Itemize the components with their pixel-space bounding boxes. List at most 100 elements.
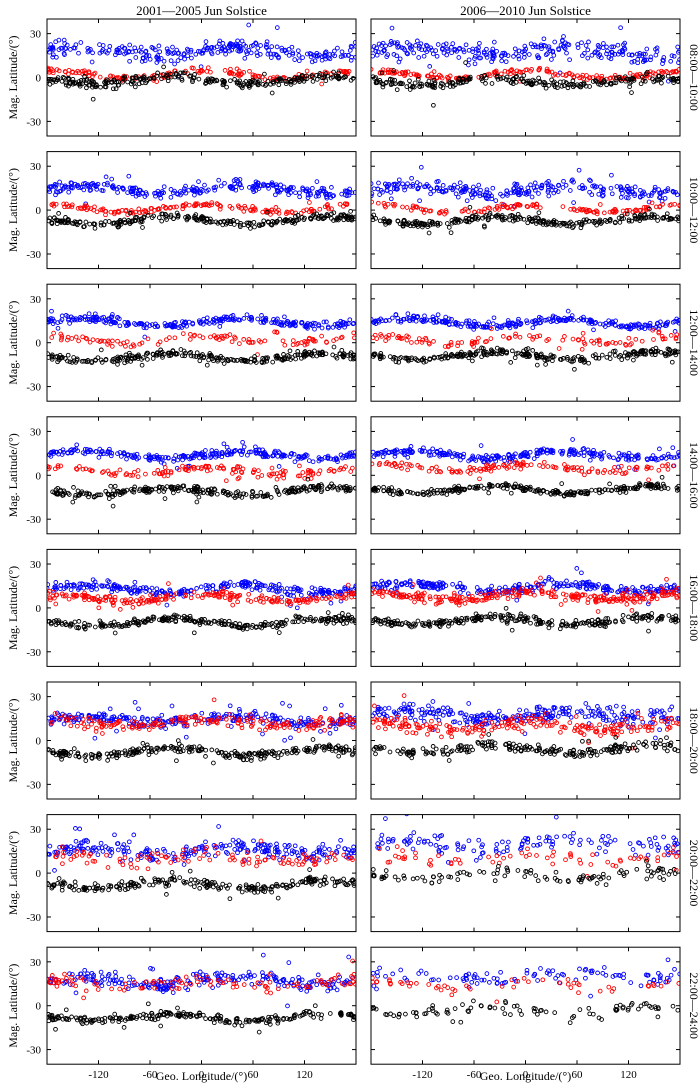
data-point: [567, 188, 573, 193]
data-point: [656, 330, 662, 336]
data-point: [494, 73, 500, 79]
data-point: [448, 340, 454, 345]
data-point: [235, 489, 241, 494]
data-point: [258, 183, 263, 189]
data-point: [279, 453, 285, 459]
data-point: [127, 352, 133, 358]
data-point: [636, 215, 642, 221]
data-point: [243, 43, 248, 49]
data-point: [606, 318, 612, 324]
data-point: [414, 205, 420, 210]
data-point: [143, 471, 148, 477]
data-point: [122, 219, 127, 225]
data-point: [556, 346, 562, 351]
data-point: [380, 84, 386, 90]
data-point: [511, 186, 516, 192]
y-tick-label: 0: [36, 205, 42, 217]
data-point: [139, 59, 145, 64]
data-point: [500, 334, 506, 339]
data-point: [649, 215, 654, 220]
data-point: [337, 201, 343, 207]
data-point: [377, 77, 383, 83]
data-point: [610, 208, 616, 214]
data-point: [154, 79, 160, 84]
data-point: [595, 43, 601, 48]
data-point: [82, 314, 88, 320]
data-point: [609, 44, 615, 50]
data-point: [676, 450, 680, 455]
data-point: [299, 77, 305, 82]
data-point: [623, 453, 629, 459]
data-point: [328, 456, 334, 462]
data-point: [392, 77, 398, 83]
data-point: [218, 320, 223, 326]
data-point: [276, 55, 281, 61]
data-point: [282, 48, 288, 54]
data-point: [473, 351, 479, 357]
data-point: [62, 490, 68, 496]
data-point: [398, 355, 404, 360]
data-point: [392, 181, 398, 187]
data-point: [282, 314, 287, 320]
data-point: [273, 450, 279, 456]
data-point: [571, 200, 576, 205]
data-point: [411, 71, 417, 77]
data-point: [335, 215, 340, 221]
data-point: [470, 188, 476, 194]
data-point: [194, 491, 199, 497]
data-point: [597, 342, 603, 347]
data-point: [167, 205, 173, 211]
data-point: [551, 220, 557, 225]
data-point: [431, 75, 437, 81]
data-point: [665, 186, 671, 191]
data-point: [661, 214, 667, 220]
data-point: [593, 352, 598, 357]
data-point: [163, 455, 168, 460]
data-point: [583, 43, 589, 48]
data-point: [643, 322, 649, 328]
data-point: [264, 493, 270, 498]
data-point: [637, 218, 643, 223]
data-point: [620, 49, 625, 55]
data-point: [201, 354, 207, 360]
scatter-points: [47, 173, 356, 231]
data-point: [183, 466, 189, 472]
data-point: [604, 44, 609, 50]
data-point: [195, 68, 201, 74]
data-point: [241, 316, 247, 321]
data-point: [54, 67, 60, 72]
data-point: [48, 449, 54, 455]
data-point: [537, 205, 543, 211]
data-point: [222, 68, 228, 73]
data-point: [296, 454, 302, 459]
data-point: [598, 452, 604, 458]
data-point: [486, 71, 492, 77]
data-point: [53, 79, 59, 84]
data-point: [323, 71, 329, 76]
data-point: [98, 347, 104, 353]
data-point: [673, 216, 679, 222]
data-point: [162, 321, 168, 326]
data-point: [312, 326, 317, 332]
data-point: [130, 342, 136, 348]
data-point: [202, 182, 207, 188]
data-point: [565, 85, 571, 91]
data-point: [673, 352, 679, 358]
data-point: [105, 468, 111, 474]
data-point: [608, 185, 614, 191]
data-point: [242, 203, 248, 209]
data-point: [137, 210, 143, 216]
data-point: [262, 454, 268, 459]
data-point: [450, 41, 456, 46]
data-point: [69, 204, 75, 210]
data-point: [55, 75, 61, 80]
data-point: [115, 190, 120, 195]
data-point: [333, 455, 339, 461]
data-point: [258, 320, 264, 325]
data-point: [214, 78, 220, 84]
data-point: [100, 47, 106, 53]
data-point: [501, 204, 506, 209]
data-point: [562, 46, 568, 51]
data-point: [125, 322, 130, 328]
data-point: [377, 192, 382, 197]
